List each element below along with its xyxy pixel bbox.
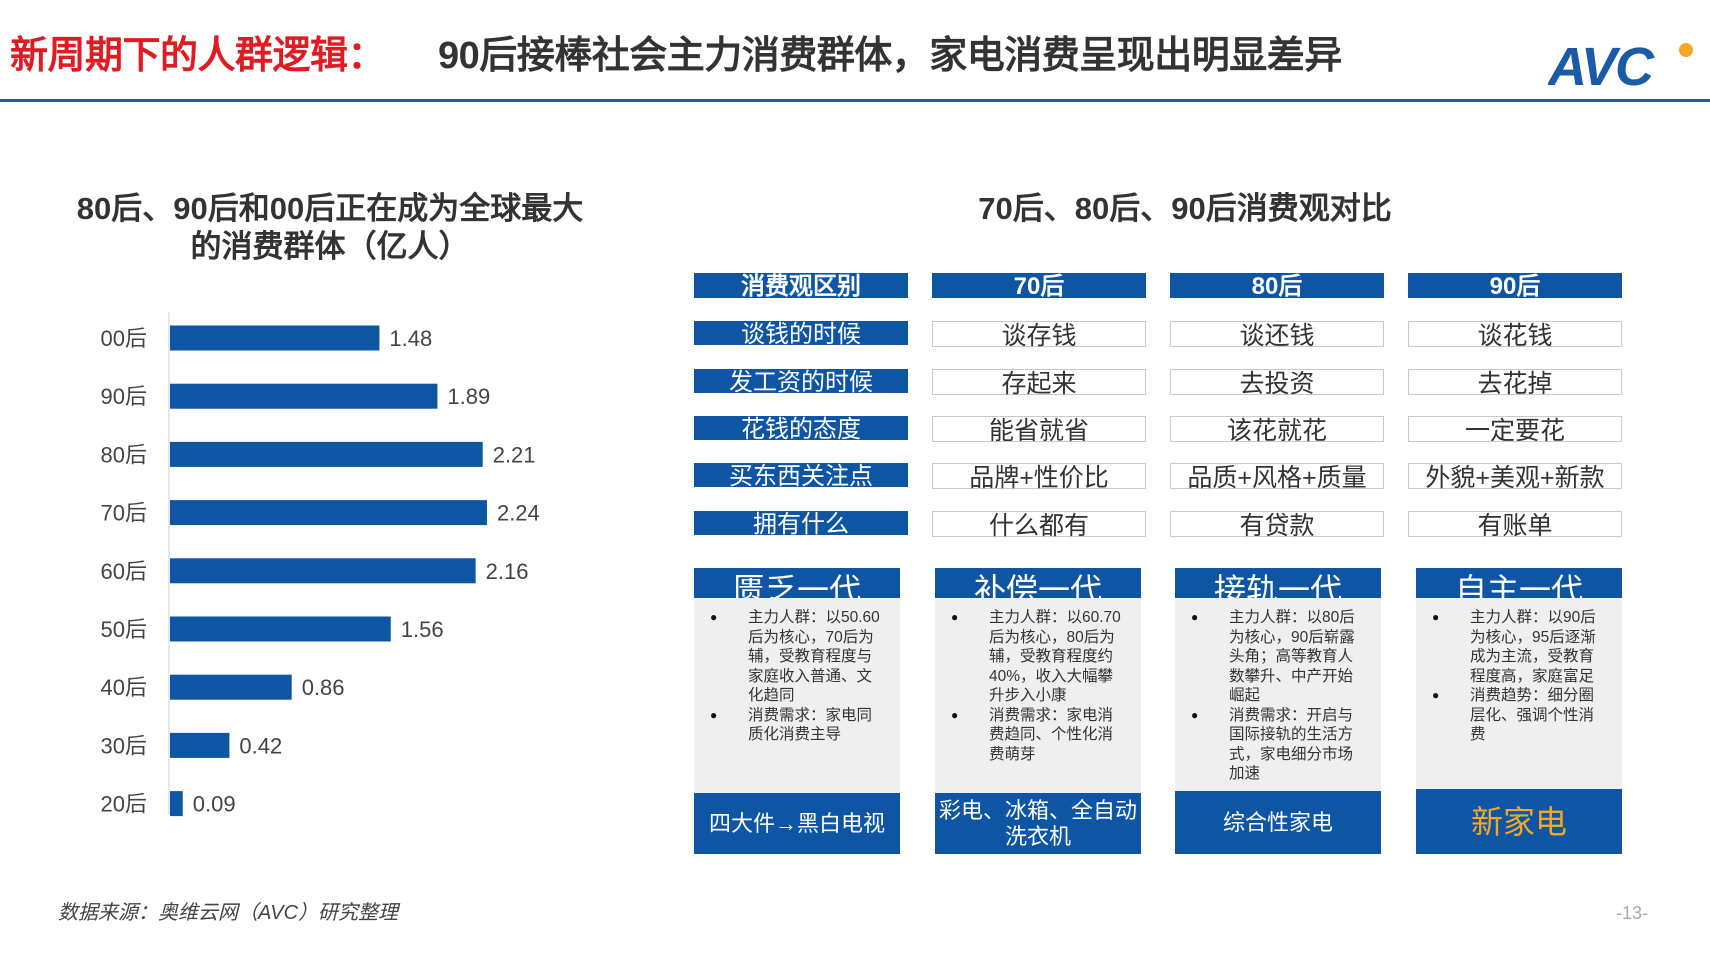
chart-bar [170,441,483,467]
generation-card: 接轨一代主力人群：以80后为核心，90后崭露头角；高等教育人数攀升、中产开始崛起… [1175,568,1381,854]
card-footer: 彩电、冰箱、全自动洗衣机 [935,793,1141,854]
table-header-1: 70后 [932,273,1146,298]
table-cell: 存起来 [932,369,1146,398]
card-bullet-list: 主力人群：以90后为核心，95后逐渐成为主流，受教育程度高，家庭富足消费趋势：细… [1430,608,1608,745]
card-bullet: 主力人群：以90后为核心，95后逐渐成为主流，受教育程度高，家庭富足 [1430,608,1608,686]
table-cell: 该花就花 [1170,416,1384,445]
card-title: 接轨一代 [1175,568,1381,598]
generation-card: 补偿一代主力人群：以60.70后为核心，80后为辅，受教育程度约40%，收入大幅… [935,568,1141,854]
chart-value-label: 0.42 [239,733,282,758]
chart-bar [170,558,476,584]
table-cell: 外貌+美观+新款 [1408,463,1622,492]
chart-category-label: 40后 [101,675,147,700]
page-title-highlight: 新周期下的人群逻辑： [10,35,386,77]
card-bullet-list: 主力人群：以80后为核心，90后崭露头角；高等教育人数攀升、中产开始崛起消费需求… [1189,608,1367,784]
table-row-label: 买东西关注点 [694,463,908,487]
card-bullet-list: 主力人群：以50.60后为核心，70后为辅，受教育程度与家庭收入普通、文化趋同消… [708,608,886,745]
card-bullet-list: 主力人群：以60.70后为核心，80后为辅，受教育程度约40%，收入大幅攀升步入… [949,608,1127,764]
chart-bar [170,616,391,642]
table-row-label: 谈钱的时候 [694,321,908,345]
table-row-label: 花钱的态度 [694,416,908,440]
bar-chart: 00后 1.48 90后 1.89 80后 2.21 70后 2.24 60后 2.16 50后 1.… [101,312,540,817]
chart-value-label: 2.16 [486,559,529,584]
logo-wordmark: AVC [1548,38,1655,94]
chart-category-label: 80后 [101,442,147,467]
chart-category-label: 50后 [101,617,147,642]
chart-title: 80后、90后和00后正在成为全球最大 的消费群体（亿人） [50,190,610,266]
page-number: -13- [1616,903,1649,923]
avc-logo: AVC [1548,38,1693,94]
table-cell: 能省就省 [932,416,1146,445]
card-bullet: 消费需求：家电同质化消费主导 [708,706,886,745]
generation-card: 匮乏一代主力人群：以50.60后为核心，70后为辅，受教育程度与家庭收入普通、文… [694,568,900,854]
card-bullet: 消费需求：家电消费趋同、个性化消费萌芽 [949,706,1127,765]
table-header-2: 80后 [1170,273,1384,298]
chart-value-label: 1.56 [401,617,444,642]
card-footer: 四大件→黑白电视 [694,793,900,854]
chart-bar [170,383,438,409]
table-cell: 什么都有 [932,511,1146,540]
chart-category-label: 90后 [101,384,147,409]
chart-value-label: 2.24 [497,501,540,526]
table-header-3: 90后 [1408,273,1622,298]
chart-value-label: 2.21 [493,442,536,467]
table-cell: 有账单 [1408,511,1622,540]
table-cell: 谈花钱 [1408,321,1622,350]
table-cell: 一定要花 [1408,416,1622,445]
chart-value-label: 1.89 [447,384,490,409]
header-divider [0,99,1710,102]
table-cell: 去花掉 [1408,369,1622,398]
table-cell: 品质+风格+质量 [1170,463,1384,492]
chart-bar [170,325,380,351]
chart-title-line-2: 的消费群体（亿人） [190,229,470,264]
table-cell: 有贷款 [1170,511,1384,540]
chart-value-label: 0.86 [302,675,345,700]
table-row-label: 发工资的时候 [694,369,908,393]
table-row-label: 拥有什么 [694,511,908,535]
chart-category-label: 30后 [101,733,147,758]
logo-dot [1679,43,1693,57]
card-bullet: 主力人群：以80后为核心，90后崭露头角；高等教育人数攀升、中产开始崛起 [1189,608,1367,706]
card-title: 匮乏一代 [694,568,900,598]
card-bullet: 主力人群：以50.60后为核心，70后为辅，受教育程度与家庭收入普通、文化趋同 [708,608,886,706]
chart-category-label: 20后 [101,792,147,817]
chart-bar [170,732,230,758]
chart-bar [170,674,292,700]
generation-card: 自主一代主力人群：以90后为核心，95后逐渐成为主流，受教育程度高，家庭富足消费… [1416,568,1622,854]
card-title: 补偿一代 [935,568,1141,598]
chart-bar [170,791,183,817]
data-source: 数据来源：奥维云网（AVC）研究整理 [58,902,399,924]
table-cell: 谈存钱 [932,321,1146,350]
page-title: 90后接棒社会主力消费群体，家电消费呈现出明显差异 [438,35,1342,77]
card-footer: 新家电 [1416,789,1622,854]
card-footer: 综合性家电 [1175,791,1381,854]
card-bullet: 主力人群：以60.70后为核心，80后为辅，受教育程度约40%，收入大幅攀升步入… [949,608,1127,706]
table-header-0: 消费观区别 [694,273,908,298]
table-cell: 去投资 [1170,369,1384,398]
card-bullet: 消费趋势：细分圈层化、强调个性消费 [1430,686,1608,745]
comparison-title: 70后、80后、90后消费观对比 [978,191,1392,226]
chart-title-line-1: 80后、90后和00后正在成为全球最大 [76,191,584,226]
chart-category-label: 00后 [101,326,147,351]
table-cell: 品牌+性价比 [932,463,1146,492]
chart-value-label: 0.09 [193,792,236,817]
chart-category-label: 60后 [101,559,147,584]
card-title: 自主一代 [1416,568,1622,598]
chart-value-label: 1.48 [389,326,432,351]
chart-bar [170,500,487,526]
card-bullet: 消费需求：开启与国际接轨的生活方式，家电细分市场加速 [1189,706,1367,784]
table-cell: 谈还钱 [1170,321,1384,350]
chart-category-label: 70后 [101,501,147,526]
